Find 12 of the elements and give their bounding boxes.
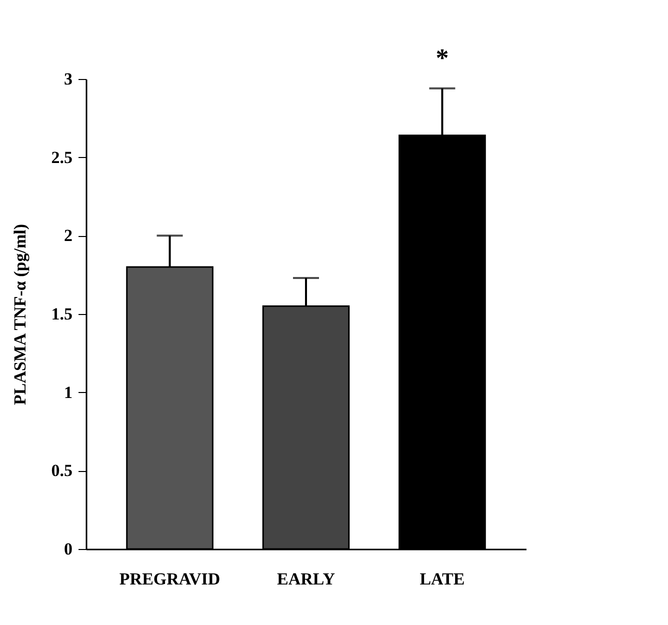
y-tick-label: 2.5	[51, 148, 72, 167]
x-tick-label: PREGRAVID	[119, 570, 220, 588]
y-tick-label: 1.5	[51, 304, 72, 324]
y-tick-label: 0.5	[51, 461, 72, 480]
y-axis-title: PLASMA TNF-α (pg/ml)	[10, 224, 30, 406]
y-tick-label: 1	[64, 382, 72, 402]
y-tick-label: 2	[64, 226, 72, 246]
x-tick-label: EARLY	[277, 570, 335, 588]
y-tick-label: 3	[64, 70, 72, 88]
x-tick-label: LATE	[420, 570, 465, 588]
y-tick-label: 0	[64, 540, 72, 558]
text: *	[436, 43, 449, 72]
